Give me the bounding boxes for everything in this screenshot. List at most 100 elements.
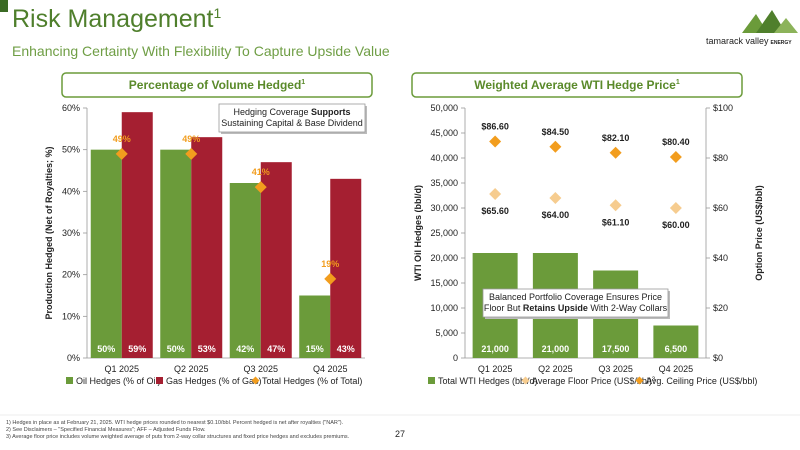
chart-title-text: Percentage of Volume Hedged [129,78,301,92]
x-tick-label: Q2 2025 [538,364,573,374]
point-value-label: 19% [321,259,339,269]
x-tick-label: Q3 2025 [598,364,633,374]
y2-tick-label: $60 [713,203,728,213]
y-tick-label: 10,000 [430,303,458,313]
annotation-line: Balanced Portfolio Coverage Ensures Pric… [489,292,662,302]
chart-title-note: 1 [676,79,680,86]
diamond-marker [185,147,198,160]
diamond-marker [549,192,562,204]
diamond-marker [669,151,682,163]
legend-text: Total Hedges (% of Total) [262,376,362,386]
legend-label: Average Floor Price (US$/bbl)3 [532,376,656,386]
y2-axis-label: Option Price (US$/bbl) [754,185,764,281]
diamond-marker [549,140,562,153]
y-tick-label: 0% [67,353,80,363]
x-tick-label: Q1 2025 [104,364,139,374]
legend-swatch [428,377,435,384]
y-axis-label: WTI Oil Hedges (bbl/d) [413,185,423,281]
legend-label: Total Hedges (% of Total) [262,376,362,386]
logo-text: tamarack valley ENERGY [706,36,792,46]
y-tick-label: 15,000 [430,278,458,288]
footnote: 3) Average floor price includes volume w… [6,434,350,440]
annotation-line: Floor But Retains Upside With 2-Way Coll… [484,303,668,313]
y2-tick-label: $100 [713,103,733,113]
y-tick-label: 35,000 [430,178,458,188]
x-tick-label: Q4 2025 [313,364,348,374]
slide-title: Risk Management1 [12,5,221,33]
point-value-label: $82.10 [602,133,630,143]
bar [229,183,261,358]
annotation-text: Sustaining Capital & Base Dividend [221,118,363,128]
y2-tick-label: $0 [713,353,723,363]
point-value-label: 49% [113,134,131,144]
x-tick-label: Q3 2025 [243,364,278,374]
diamond-marker [115,147,128,160]
y-tick-label: 60% [62,103,80,113]
y-tick-label: 0 [453,353,458,363]
legend-label: Oil Hedges (% of Oil) [76,376,161,386]
logo-sub: ENERGY [771,40,793,46]
bar-value-label: 15% [306,344,324,354]
point-value-label: $84.50 [542,127,570,137]
legend-text: Average Floor Price (US$/bbl) [532,376,652,386]
legend-text: Total WTI Hedges (bbl/d) [438,376,538,386]
y-tick-label: 40% [62,186,80,196]
bar [330,178,362,358]
bar-value-label: 47% [267,344,285,354]
point-value-label: $60.00 [662,220,690,230]
bar-value-label: 53% [198,344,216,354]
x-tick-label: Q1 2025 [478,364,513,374]
page-number: 27 [395,429,405,439]
y2-tick-label: $80 [713,153,728,163]
annotation-line: Sustaining Capital & Base Dividend [221,118,363,128]
bar-value-label: 6,500 [665,344,688,354]
slide-subtitle: Enhancing Certainty With Flexibility To … [12,43,390,59]
point-value-label: $86.60 [481,122,509,132]
annotation-text: Supports [311,107,351,117]
legend-swatch [521,376,530,385]
diamond-marker [609,146,622,159]
bar-value-label: 59% [128,344,146,354]
chart-title-note: 1 [301,79,305,86]
chart-title-box [411,72,743,98]
legend-swatch [156,377,163,384]
y-tick-label: 20,000 [430,253,458,263]
bar-value-label: 21,000 [542,344,570,354]
bar-value-label: 43% [337,344,355,354]
logo-name: tamarack valley [706,36,769,46]
legend-label: Gas Hedges (% of Gas) [166,376,262,386]
x-tick-label: Q2 2025 [174,364,209,374]
legend-text: Oil Hedges (% of Oil) [76,376,161,386]
legend-swatch [66,377,73,384]
diamond-marker [609,199,622,212]
point-value-label: $65.60 [481,206,509,216]
title-text: Risk Management [12,5,214,33]
y-tick-label: 40,000 [430,153,458,163]
diamond-marker [324,272,337,285]
bar [90,149,122,358]
bar [260,162,292,358]
annotation-text: Balanced Portfolio Coverage Ensures Pric… [489,292,662,302]
bar [653,325,699,358]
chart-title-text: Weighted Average WTI Hedge Price [474,78,676,92]
annotation-line: Hedging Coverage Supports [233,107,350,117]
y-tick-label: 45,000 [430,128,458,138]
annotation-text: Floor But [484,303,523,313]
chart-title: Weighted Average WTI Hedge Price1 [474,78,680,92]
point-value-label: 49% [182,134,200,144]
y-tick-label: 5,000 [435,328,458,338]
chart-title: Percentage of Volume Hedged1 [129,78,305,92]
legend-swatch [635,376,644,385]
annotation-text: Retains Upside [523,303,588,313]
bar-value-label: 21,000 [481,344,509,354]
x-tick-label: Q4 2025 [659,364,694,374]
bar [160,149,192,358]
annotation-box [218,103,366,133]
legend-text: Gas Hedges (% of Gas) [166,376,262,386]
bar-value-label: 17,500 [602,344,630,354]
diamond-marker [669,202,682,214]
annotation-text: Hedging Coverage [233,107,311,117]
annotation-text: With 2-Way Collars [588,303,668,313]
y-tick-label: 10% [62,311,80,321]
